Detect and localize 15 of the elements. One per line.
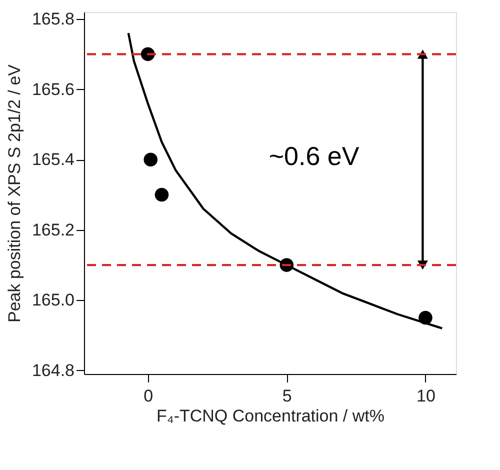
y-tick-label: 165.2 <box>32 220 74 240</box>
y-tick-label: 164.8 <box>32 360 74 380</box>
annotation: ~0.6 eV <box>268 141 360 171</box>
y-tick-label: 165.6 <box>32 80 74 99</box>
x-tick-label: 10 <box>416 386 436 406</box>
point <box>144 152 158 166</box>
y-tick-label: 165.8 <box>32 10 74 29</box>
y-tick-label: 165.0 <box>32 290 74 310</box>
x-tick-label: 0 <box>144 386 154 406</box>
y-tick-label: 165.4 <box>32 150 74 170</box>
x-axis-title: F₄-TCNQ Concentration / wt% <box>156 406 384 426</box>
y-axis-title: Peak position of XPS S 2p1/2 / eV <box>4 64 24 322</box>
line-series <box>127 32 444 330</box>
point <box>154 188 169 202</box>
x-tick-label: 5 <box>282 386 292 406</box>
